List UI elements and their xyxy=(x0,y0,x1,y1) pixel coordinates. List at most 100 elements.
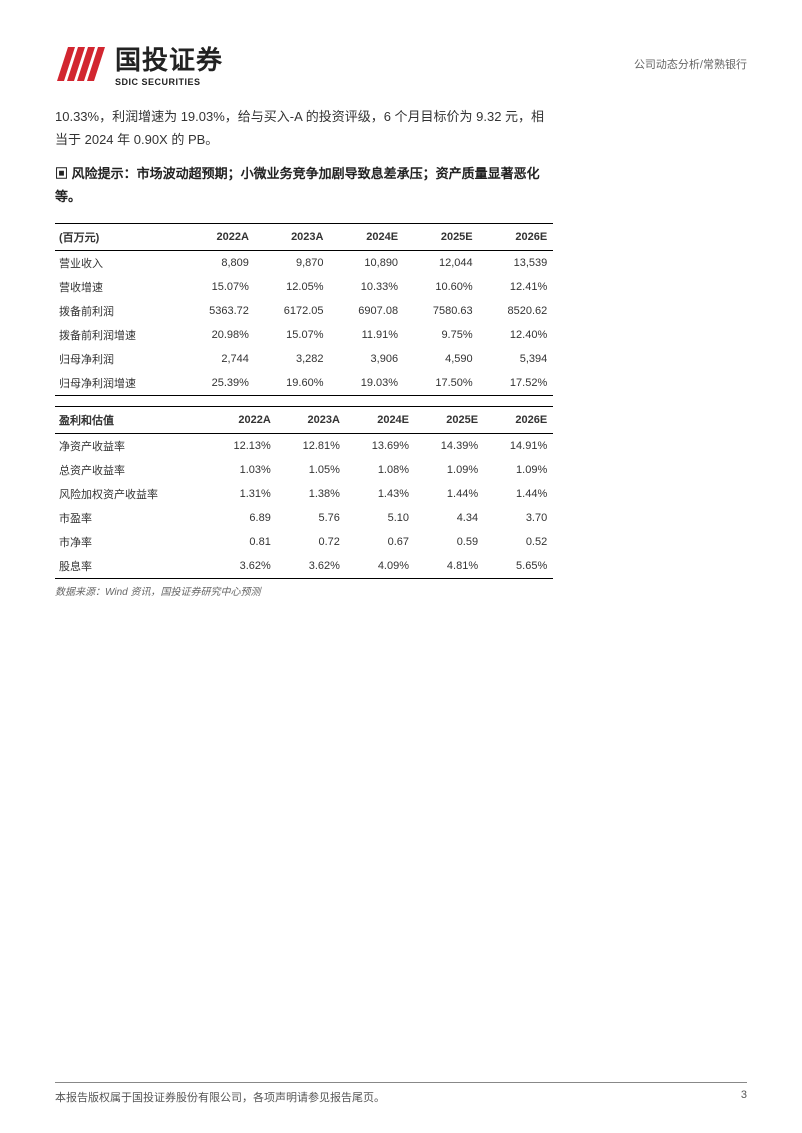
table-cell: 12,044 xyxy=(404,250,479,275)
footer-copyright: 本报告版权属于国投证券股份有限公司，各项声明请参见报告尾页。 xyxy=(55,1089,385,1105)
table-cell: 19.03% xyxy=(329,371,404,396)
table-cell: 1.44% xyxy=(415,482,484,506)
table-header-cell: 2022A xyxy=(180,223,255,250)
table-cell: 3.70 xyxy=(484,506,553,530)
table-cell: 3.62% xyxy=(208,554,277,579)
body-paragraph: 10.33%，利润增速为 19.03%，给与买入-A 的投资评级，6 个月目标价… xyxy=(55,105,553,152)
table-header-cell: 2025E xyxy=(415,406,484,433)
table-cell: 归母净利润增速 xyxy=(55,371,180,396)
table-cell: 1.08% xyxy=(346,458,415,482)
table-cell: 5,394 xyxy=(479,347,554,371)
table-cell: 市盈率 xyxy=(55,506,208,530)
table-cell: 17.50% xyxy=(404,371,479,396)
logo-en: SDIC SECURITIES xyxy=(115,77,223,87)
table-row: 拨备前利润增速20.98%15.07%11.91%9.75%12.40% xyxy=(55,323,553,347)
table-cell: 10.33% xyxy=(329,275,404,299)
table-cell: 6907.08 xyxy=(329,299,404,323)
table-cell: 15.07% xyxy=(180,275,255,299)
table-cell: 1.31% xyxy=(208,482,277,506)
table-cell: 10.60% xyxy=(404,275,479,299)
table-cell: 17.52% xyxy=(479,371,554,396)
table-cell: 拨备前利润 xyxy=(55,299,180,323)
table-cell: 12.40% xyxy=(479,323,554,347)
table-header-cell: (百万元) xyxy=(55,223,180,250)
table-cell: 0.72 xyxy=(277,530,346,554)
table-cell: 1.09% xyxy=(484,458,553,482)
table-cell: 总资产收益率 xyxy=(55,458,208,482)
table-header-cell: 2023A xyxy=(277,406,346,433)
table-cell: 1.05% xyxy=(277,458,346,482)
table-cell: 营业收入 xyxy=(55,250,180,275)
table-header-cell: 盈利和估值 xyxy=(55,406,208,433)
table-cell: 0.67 xyxy=(346,530,415,554)
table-cell: 12.41% xyxy=(479,275,554,299)
table-cell: 2,744 xyxy=(180,347,255,371)
table-cell: 净资产收益率 xyxy=(55,433,208,458)
table-cell: 0.81 xyxy=(208,530,277,554)
table-cell: 1.09% xyxy=(415,458,484,482)
table-cell: 5.76 xyxy=(277,506,346,530)
table-cell: 1.44% xyxy=(484,482,553,506)
table-cell: 9,870 xyxy=(255,250,330,275)
table-cell: 8,809 xyxy=(180,250,255,275)
table-cell: 拨备前利润增速 xyxy=(55,323,180,347)
table-cell: 8520.62 xyxy=(479,299,554,323)
table-row: 归母净利润增速25.39%19.60%19.03%17.50%17.52% xyxy=(55,371,553,396)
financials-table-1: (百万元)2022A2023A2024E2025E2026E 营业收入8,809… xyxy=(55,223,553,396)
table-cell: 12.13% xyxy=(208,433,277,458)
page-content: 国投证券 SDIC SECURITIES 公司动态分析/常熟银行 10.33%，… xyxy=(0,0,802,598)
table-cell: 12.81% xyxy=(277,433,346,458)
table-header-cell: 2024E xyxy=(346,406,415,433)
table-row: 市盈率6.895.765.104.343.70 xyxy=(55,506,553,530)
table-cell: 4.81% xyxy=(415,554,484,579)
table-row: 股息率3.62%3.62%4.09%4.81%5.65% xyxy=(55,554,553,579)
table-cell: 4.09% xyxy=(346,554,415,579)
logo-block: 国投证券 SDIC SECURITIES xyxy=(55,40,223,87)
table-cell: 营收增速 xyxy=(55,275,180,299)
breadcrumb: 公司动态分析/常熟银行 xyxy=(634,56,747,72)
financials-table-2: 盈利和估值2022A2023A2024E2025E2026E 净资产收益率12.… xyxy=(55,406,553,579)
table-cell: 3,282 xyxy=(255,347,330,371)
table-row: 归母净利润2,7443,2823,9064,5905,394 xyxy=(55,347,553,371)
table-cell: 25.39% xyxy=(180,371,255,396)
table-cell: 15.07% xyxy=(255,323,330,347)
table-cell: 股息率 xyxy=(55,554,208,579)
source-note: 数据来源：Wind 资讯，国投证券研究中心预测 xyxy=(55,583,747,598)
table-row: 市净率0.810.720.670.590.52 xyxy=(55,530,553,554)
table-cell: 风险加权资产收益率 xyxy=(55,482,208,506)
table-cell: 4.34 xyxy=(415,506,484,530)
page-footer: 本报告版权属于国投证券股份有限公司，各项声明请参见报告尾页。 3 xyxy=(55,1082,747,1105)
table-cell: 市净率 xyxy=(55,530,208,554)
table-cell: 3.62% xyxy=(277,554,346,579)
table-cell: 1.43% xyxy=(346,482,415,506)
table-row: 拨备前利润5363.726172.056907.087580.638520.62 xyxy=(55,299,553,323)
table-header-cell: 2025E xyxy=(404,223,479,250)
table-cell: 14.39% xyxy=(415,433,484,458)
table-cell: 14.91% xyxy=(484,433,553,458)
table-header-cell: 2024E xyxy=(329,223,404,250)
table-header-row: (百万元)2022A2023A2024E2025E2026E xyxy=(55,223,553,250)
table-header-cell: 2026E xyxy=(484,406,553,433)
table-cell: 5363.72 xyxy=(180,299,255,323)
table-cell: 3,906 xyxy=(329,347,404,371)
table-cell: 11.91% xyxy=(329,323,404,347)
table-header-cell: 2022A xyxy=(208,406,277,433)
table-header-row: 盈利和估值2022A2023A2024E2025E2026E xyxy=(55,406,553,433)
table-row: 风险加权资产收益率1.31%1.38%1.43%1.44%1.44% xyxy=(55,482,553,506)
table-cell: 13,539 xyxy=(479,250,554,275)
table-cell: 0.52 xyxy=(484,530,553,554)
table-cell: 5.10 xyxy=(346,506,415,530)
table-cell: 10,890 xyxy=(329,250,404,275)
table-cell: 19.60% xyxy=(255,371,330,396)
table-cell: 6.89 xyxy=(208,506,277,530)
table-cell: 0.59 xyxy=(415,530,484,554)
table-cell: 7580.63 xyxy=(404,299,479,323)
table-header-cell: 2026E xyxy=(479,223,554,250)
page-header: 国投证券 SDIC SECURITIES 公司动态分析/常熟银行 xyxy=(55,40,747,87)
table-cell: 归母净利润 xyxy=(55,347,180,371)
table-cell: 20.98% xyxy=(180,323,255,347)
risk-warning: ▣ 风险提示：市场波动超预期；小微业务竞争加剧导致息差承压；资产质量显著恶化等。 xyxy=(55,162,553,209)
table-cell: 4,590 xyxy=(404,347,479,371)
table-cell: 6172.05 xyxy=(255,299,330,323)
table-cell: 9.75% xyxy=(404,323,479,347)
